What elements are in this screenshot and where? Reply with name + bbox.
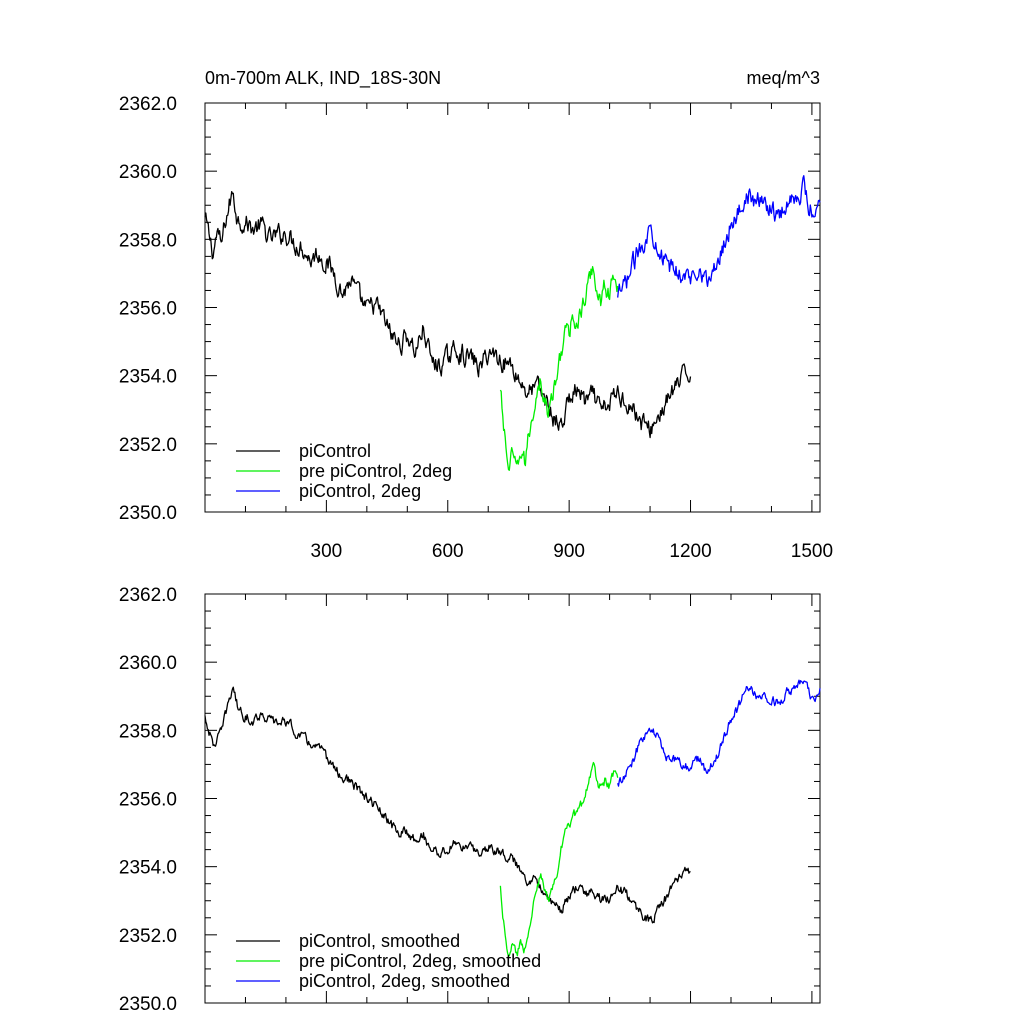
y-tick-label: 2352.0 (119, 926, 177, 947)
y-tick-label: 2362.0 (119, 585, 177, 606)
y-tick-label: 2360.0 (119, 653, 177, 674)
y-tick-label: 2352.0 (119, 435, 177, 456)
legend-label: piControl, 2deg (299, 481, 421, 501)
series-line (204, 190, 692, 439)
y-tick-label: 2354.0 (119, 858, 177, 879)
chart-title: 0m-700m ALK, IND_18S-30N (205, 68, 441, 89)
legend-label: piControl, 2deg, smoothed (299, 971, 510, 991)
y-tick-label: 2360.0 (119, 162, 177, 183)
y-tick-label: 2362.0 (119, 94, 177, 115)
legend-label: piControl (299, 441, 371, 461)
y-tick-label: 2356.0 (119, 790, 177, 811)
series-line (499, 265, 619, 471)
x-tick-label: 1200 (669, 541, 711, 562)
y-tick-label: 2356.0 (119, 299, 177, 320)
y-tick-label: 2350.0 (119, 503, 177, 524)
x-tick-label: 900 (553, 541, 585, 562)
legend-label: pre piControl, 2deg (299, 461, 452, 481)
series-line (499, 761, 619, 958)
units-label: meq/m^3 (747, 68, 820, 88)
y-tick-label: 2350.0 (119, 994, 177, 1015)
plot-frame (204, 593, 821, 1004)
legend-label: piControl, smoothed (299, 931, 460, 951)
x-tick-label: 1500 (791, 541, 833, 562)
x-tick-label: 300 (311, 541, 343, 562)
legend-label: pre piControl, 2deg, smoothed (299, 951, 541, 971)
series-line (617, 175, 821, 298)
series-line (204, 686, 691, 924)
y-tick-label: 2354.0 (119, 367, 177, 388)
x-tick-label: 600 (432, 541, 464, 562)
bottom-panel: 2350.0 2352.0 2354.0 2356.0 2358.0 2360.0 2362… (119, 585, 821, 1015)
series-line (617, 679, 821, 787)
y-tick-label: 2358.0 (119, 230, 177, 251)
y-tick-label: 2358.0 (119, 721, 177, 742)
top-panel: 0m-700m ALK, IND_18S-30N meq/m^3 2350.0 2… (119, 68, 833, 562)
